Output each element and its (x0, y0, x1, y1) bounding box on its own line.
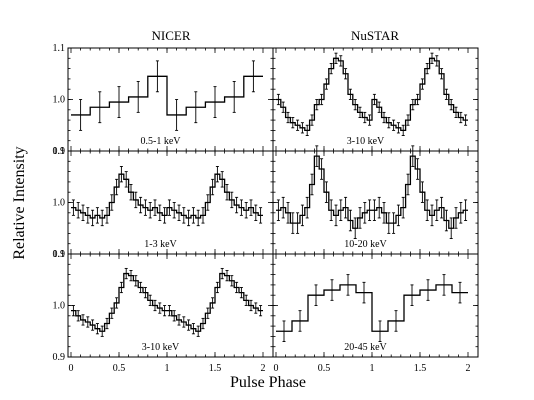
y-tick-label: 0.9 (53, 249, 66, 260)
profile-step-curve (276, 57, 468, 132)
y-tick-label: 1.0 (53, 301, 66, 312)
y-tick-label: 1.0 (53, 95, 66, 106)
energy-band-label: 10-20 keV (344, 239, 387, 250)
x-tick-label: 2 (261, 363, 266, 374)
x-tick-label: 1.5 (414, 363, 427, 374)
column-title-nustar: NuSTAR (351, 28, 399, 43)
y-tick-label: 0.9 (53, 146, 66, 157)
panel-nustar-10-20: 10-20 keV (272, 145, 479, 255)
column-title-nicer: NICER (152, 28, 191, 43)
x-tick-label: 2 (466, 363, 471, 374)
x-tick-label: 1 (165, 363, 170, 374)
y-tick-label: 1.1 (53, 43, 66, 54)
x-axis-title: Pulse Phase (230, 374, 306, 391)
panel-nicer-1-3: 0.9 1.0 1.1 1-3 keV (53, 146, 274, 260)
y-tick-label: 1.1 (53, 146, 66, 157)
profile-step-curve (276, 155, 468, 229)
x-tick-label: 0.5 (113, 363, 126, 374)
profile-step-curve (71, 173, 263, 219)
panel-nicer-0.5-1: 0.9 1.0 1.1 0.5-1 keV (53, 43, 274, 157)
energy-band-label: 3-10 keV (347, 136, 385, 147)
panel-nustar-3-10: 3-10 keV (272, 47, 479, 152)
profile-step-curve (71, 272, 263, 332)
profile-step-curve (71, 75, 263, 116)
y-tick-label: 1.1 (53, 249, 66, 260)
energy-band-label: 0.5-1 keV (141, 136, 182, 147)
energy-band-label: 20-45 keV (344, 342, 387, 353)
panels-group: 0.9 1.0 1.1 0.5-1 keV 3-10 keV 0.9 1.0 1.1 1-3 k… (53, 43, 479, 374)
panel-nustar-20-45: 0 0.5 1 1.5 2 20-45 keV (272, 253, 479, 374)
y-tick-label: 0.9 (53, 352, 66, 363)
energy-band-label: 1-3 keV (144, 239, 177, 250)
y-tick-label: 1.0 (53, 198, 66, 209)
x-tick-label: 0.5 (318, 363, 331, 374)
energy-band-label: 3-10 keV (142, 342, 180, 353)
x-tick-label: 1.5 (209, 363, 222, 374)
x-tick-label: 1 (370, 363, 375, 374)
x-tick-label: 0 (69, 363, 74, 374)
x-tick-label: 0 (274, 363, 279, 374)
panel-nicer-3-10: 0.9 1.0 1.1 0 0.5 1 1.5 2 3-10 keV (53, 249, 274, 374)
profile-step-curve (276, 284, 468, 332)
y-axis-title: Relative Intensity (11, 146, 28, 259)
